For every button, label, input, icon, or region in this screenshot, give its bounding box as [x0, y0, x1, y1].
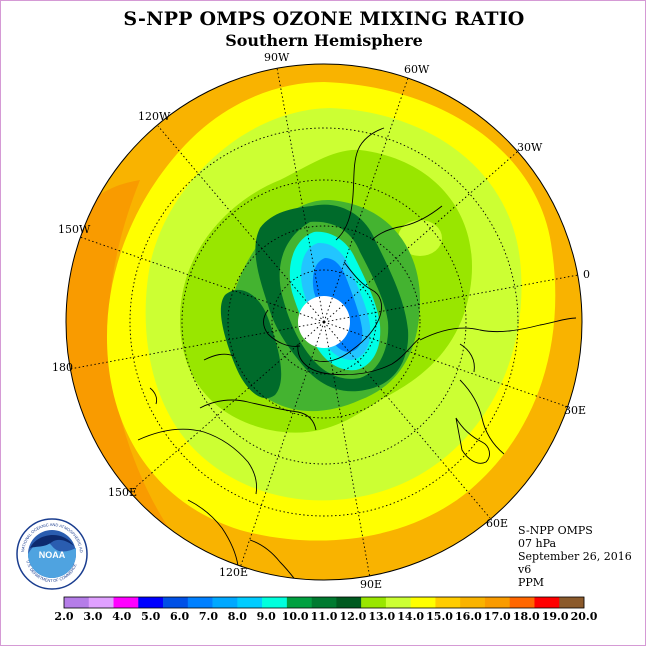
- info-instrument: S-NPP OMPS: [518, 524, 593, 537]
- noaa-logo: NOAA NATIONAL OCEANIC AND ATMOSPHERIC AD…: [16, 518, 88, 590]
- lon-label: 60E: [486, 517, 508, 530]
- lon-label: 120W: [138, 110, 171, 123]
- lon-label: 0: [583, 268, 590, 281]
- colorbar-swatch: [163, 597, 189, 608]
- longitude-labels: 90W 60W 30W 0 30E 60E 90E 120E 150E 180 …: [52, 51, 590, 591]
- colorbar-tick-label: 5.0: [141, 610, 160, 623]
- colorbar-tick-label: 8.0: [228, 610, 247, 623]
- colorbar-tick-label: 19.0: [542, 610, 569, 623]
- colorbar-tick-label: 6.0: [170, 610, 189, 623]
- colorbar-tick-label: 2.0: [54, 610, 73, 623]
- info-units: PPM: [518, 576, 545, 589]
- colorbar-tick-label: 17.0: [484, 610, 511, 623]
- colorbar-swatch: [385, 597, 411, 608]
- info-version: v6: [518, 563, 532, 576]
- colorbar-swatch: [311, 597, 337, 608]
- colorbar-tick-label: 12.0: [339, 610, 366, 623]
- map-subtitle: Southern Hemisphere: [225, 31, 423, 50]
- lon-label: 30E: [564, 404, 586, 417]
- info-level: 07 hPa: [518, 537, 557, 550]
- colorbar-swatch: [262, 597, 288, 608]
- colorbar-swatch: [113, 597, 139, 608]
- lon-label: 90E: [360, 578, 382, 591]
- colorbar-swatch: [509, 597, 535, 608]
- info-date: September 26, 2016: [518, 550, 632, 563]
- colorbar-swatch: [336, 597, 362, 608]
- pole-marker: ·: [323, 318, 326, 327]
- colorbar-swatch: [410, 597, 436, 608]
- lon-label: 60W: [404, 63, 430, 76]
- colorbar-border: [63, 596, 585, 609]
- field-dark-green-west: [220, 289, 282, 399]
- colorbar-swatch: [361, 597, 387, 608]
- polar-ozone-map: · 90W 60W 30W 0 30E 60E 90E 120E 150E 18…: [52, 51, 590, 591]
- colorbar-tick-label: 11.0: [311, 610, 338, 623]
- colorbar-tick-label: 13.0: [368, 610, 395, 623]
- colorbar-tick-label: 9.0: [257, 610, 276, 623]
- lon-label: 150E: [108, 486, 137, 499]
- colorbar-swatch: [88, 597, 114, 608]
- colorbar-swatch: [559, 597, 585, 608]
- colorbar-swatch: [435, 597, 461, 608]
- colorbar-swatch: [64, 597, 90, 608]
- colorbar-tick-label: 10.0: [282, 610, 309, 623]
- lon-label: 180: [52, 361, 73, 374]
- lon-label: 150W: [58, 223, 91, 236]
- colorbar-swatch: [138, 597, 164, 608]
- map-title: S-NPP OMPS OZONE MIXING RATIO: [123, 8, 525, 30]
- colorbar-swatch: [237, 597, 263, 608]
- colorbar-swatch: [460, 597, 486, 608]
- colorbar-tick-label: 4.0: [112, 610, 131, 623]
- colorbar-swatch: [484, 597, 511, 608]
- lon-label: 120E: [219, 566, 248, 579]
- colorbar-swatch: [534, 597, 560, 608]
- map-boundary: [65, 63, 583, 581]
- colorbar-swatch: [286, 597, 312, 608]
- graticule: [69, 67, 579, 579]
- colorbar-tick-label: 3.0: [83, 610, 102, 623]
- colorbar-swatch: [212, 597, 238, 608]
- colorbar-tick-label: 16.0: [455, 610, 482, 623]
- colorbar-tick-label: 20.0: [571, 610, 598, 623]
- colorbar-tick-label: 14.0: [397, 610, 424, 623]
- lon-label: 90W: [264, 51, 290, 64]
- colorbar-tick-label: 7.0: [199, 610, 218, 623]
- logo-wordmark: NOAA: [39, 550, 66, 560]
- lon-label: 30W: [517, 141, 543, 154]
- colorbar-swatch: [187, 597, 213, 608]
- colorbar-tick-label: 15.0: [426, 610, 453, 623]
- product-info: S-NPP OMPS 07 hPa September 26, 2016 v6 …: [518, 524, 632, 589]
- colorbar-tick-label: 18.0: [513, 610, 540, 623]
